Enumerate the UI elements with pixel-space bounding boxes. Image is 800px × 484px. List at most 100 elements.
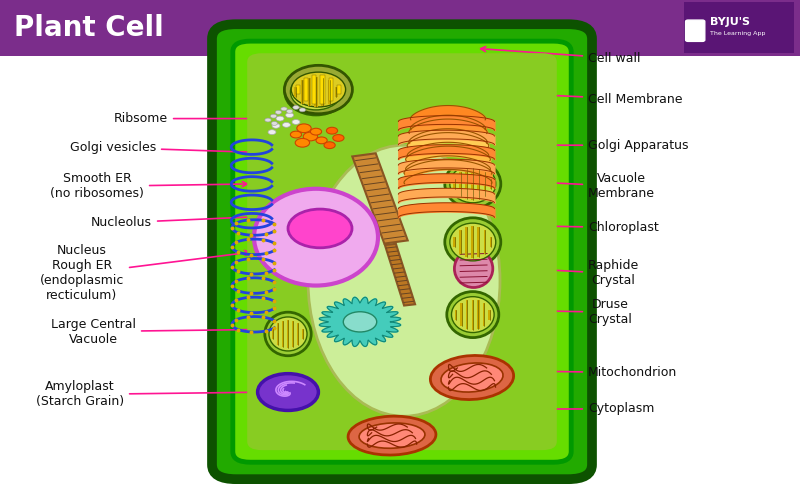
Circle shape (316, 137, 327, 144)
Text: BYJU'S: BYJU'S (710, 17, 750, 27)
Ellipse shape (285, 65, 353, 114)
Text: Cytoplasm: Cytoplasm (477, 403, 654, 415)
Polygon shape (352, 153, 408, 243)
FancyBboxPatch shape (287, 320, 289, 348)
FancyBboxPatch shape (459, 172, 462, 196)
Ellipse shape (308, 145, 500, 416)
Polygon shape (385, 244, 415, 305)
FancyBboxPatch shape (321, 76, 325, 104)
Text: The Learning App: The Learning App (710, 31, 765, 36)
Text: Vacuole
Membrane: Vacuole Membrane (482, 172, 655, 200)
Circle shape (292, 120, 300, 124)
Text: Amyloplast
(Starch Grain): Amyloplast (Starch Grain) (36, 380, 267, 408)
Ellipse shape (291, 72, 346, 107)
FancyBboxPatch shape (314, 77, 318, 107)
Text: Smooth ER
(no ribosomes): Smooth ER (no ribosomes) (50, 172, 247, 200)
FancyBboxPatch shape (312, 76, 316, 104)
FancyBboxPatch shape (459, 230, 462, 254)
Ellipse shape (450, 223, 496, 261)
Circle shape (333, 135, 344, 141)
FancyBboxPatch shape (277, 323, 279, 345)
FancyBboxPatch shape (489, 310, 491, 319)
FancyBboxPatch shape (453, 237, 456, 247)
Text: Druse
Crystal: Druse Crystal (483, 298, 632, 326)
Circle shape (326, 127, 338, 134)
Circle shape (270, 114, 277, 118)
Ellipse shape (441, 363, 503, 392)
Circle shape (286, 113, 294, 118)
Ellipse shape (265, 312, 311, 356)
FancyBboxPatch shape (471, 300, 474, 330)
Circle shape (276, 116, 284, 121)
Circle shape (295, 138, 310, 147)
Circle shape (299, 108, 306, 112)
FancyBboxPatch shape (0, 0, 800, 56)
FancyBboxPatch shape (322, 78, 324, 106)
Circle shape (258, 374, 318, 410)
Text: Golgi Apparatus: Golgi Apparatus (477, 139, 689, 151)
Ellipse shape (359, 423, 425, 448)
FancyBboxPatch shape (292, 320, 294, 348)
Circle shape (343, 312, 377, 332)
Circle shape (268, 130, 276, 135)
Circle shape (286, 109, 293, 113)
FancyBboxPatch shape (304, 77, 308, 102)
Ellipse shape (445, 160, 501, 208)
Ellipse shape (450, 165, 496, 203)
Ellipse shape (451, 297, 494, 333)
FancyBboxPatch shape (302, 329, 304, 339)
FancyBboxPatch shape (294, 87, 298, 97)
FancyBboxPatch shape (247, 53, 557, 450)
Circle shape (303, 132, 318, 141)
FancyBboxPatch shape (282, 320, 284, 348)
Circle shape (293, 106, 299, 109)
FancyBboxPatch shape (686, 20, 705, 42)
FancyBboxPatch shape (483, 230, 486, 254)
Ellipse shape (445, 218, 501, 266)
FancyBboxPatch shape (478, 169, 480, 199)
Circle shape (265, 118, 271, 122)
FancyBboxPatch shape (471, 168, 474, 199)
Ellipse shape (430, 355, 514, 400)
FancyBboxPatch shape (334, 87, 338, 97)
Text: Golgi vesicles: Golgi vesicles (70, 141, 255, 155)
FancyBboxPatch shape (308, 78, 310, 106)
FancyBboxPatch shape (466, 227, 468, 257)
Text: Nucleus
Rough ER
(endoplasmic
recticulum): Nucleus Rough ER (endoplasmic recticulum… (40, 244, 250, 302)
FancyBboxPatch shape (454, 310, 457, 319)
FancyBboxPatch shape (478, 227, 480, 257)
Text: Raphide
Crystal: Raphide Crystal (483, 259, 639, 287)
Ellipse shape (254, 189, 378, 286)
Text: Ribsome: Ribsome (114, 112, 263, 125)
Text: Large Central
Vacuole: Large Central Vacuole (51, 318, 283, 346)
Polygon shape (319, 297, 401, 347)
Circle shape (282, 122, 290, 127)
Ellipse shape (348, 416, 436, 455)
Text: Plant Cell: Plant Cell (14, 14, 164, 42)
Circle shape (297, 124, 311, 133)
Text: Cell Membrane: Cell Membrane (481, 90, 682, 106)
Text: Cell wall: Cell wall (481, 46, 641, 64)
Circle shape (290, 131, 302, 138)
Ellipse shape (454, 250, 493, 287)
Ellipse shape (446, 291, 499, 338)
Circle shape (281, 107, 287, 111)
FancyBboxPatch shape (296, 85, 300, 94)
FancyBboxPatch shape (297, 323, 299, 345)
FancyBboxPatch shape (453, 179, 456, 189)
Circle shape (324, 142, 335, 149)
FancyBboxPatch shape (490, 237, 493, 247)
FancyBboxPatch shape (328, 80, 331, 104)
Ellipse shape (269, 317, 307, 351)
FancyBboxPatch shape (684, 2, 794, 53)
Text: Chloroplast: Chloroplast (483, 221, 658, 234)
FancyBboxPatch shape (233, 41, 571, 462)
FancyBboxPatch shape (301, 80, 304, 104)
FancyBboxPatch shape (329, 77, 333, 102)
Circle shape (272, 123, 280, 128)
FancyBboxPatch shape (212, 24, 592, 479)
FancyBboxPatch shape (490, 179, 493, 189)
FancyBboxPatch shape (466, 169, 468, 199)
FancyBboxPatch shape (272, 329, 274, 339)
Circle shape (288, 209, 352, 248)
